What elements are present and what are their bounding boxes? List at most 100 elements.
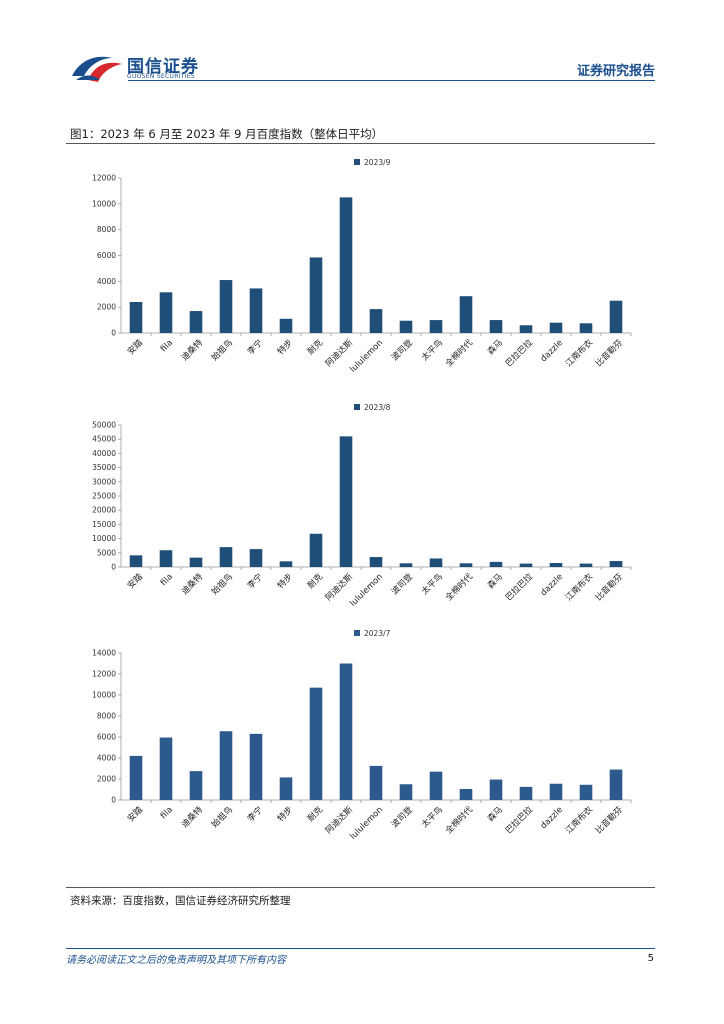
category-label: fila: [159, 805, 175, 821]
bar: [339, 436, 353, 567]
category-label: 耐克: [305, 337, 325, 357]
y-tick-label: 0: [111, 563, 116, 572]
bar: [549, 563, 563, 567]
y-tick-label: 45000: [92, 435, 116, 444]
bar: [279, 777, 293, 800]
bar: [429, 771, 443, 800]
bar: [549, 322, 563, 333]
category-label: 始祖鸟: [209, 804, 235, 830]
y-tick-label: 2000: [97, 775, 116, 784]
category-label: 全棉时代: [443, 571, 475, 603]
bar: [609, 769, 623, 800]
y-tick-label: 35000: [92, 463, 116, 472]
category-label: 全棉时代: [443, 337, 475, 369]
y-tick-label: 14000: [92, 649, 116, 658]
y-tick-label: 4000: [97, 277, 116, 286]
bar-chart-2023-8: 0 5000 10000 15000 20000 25000 30000 35000 40000…: [66, 395, 656, 620]
y-tick-label: 10000: [92, 691, 116, 700]
legend-swatch: [354, 404, 360, 410]
category-label: 森马: [485, 337, 505, 357]
figure-source: 资料来源：百度指数，国信证券经济研究所整理: [70, 895, 291, 907]
category-label: 全棉时代: [443, 804, 475, 836]
bar: [159, 737, 173, 800]
y-tick-label: 20000: [92, 506, 116, 515]
category-label: 特步: [275, 804, 295, 824]
category-label: fila: [159, 338, 175, 354]
bar-chart-2023-7: 0 2000 4000 6000 8000 10000 12000 14000 2023/7 安踏…: [66, 623, 656, 881]
legend-swatch: [354, 159, 360, 165]
figure-top-rule: [66, 143, 655, 144]
bar-chart-2023-9: 0 2000 4000 6000 8000 10000 12000 2023/9 安踏 fila 迪…: [66, 150, 656, 380]
footer-disclaimer: 请务必阅读正文之后的免责声明及其项下所有内容: [66, 955, 286, 966]
y-tick-label: 8000: [97, 225, 116, 234]
category-label: fila: [159, 572, 175, 588]
bar: [459, 788, 473, 800]
bar: [459, 296, 473, 333]
bar: [129, 755, 143, 800]
bar: [429, 558, 443, 567]
y-tick-label: 25000: [92, 492, 116, 501]
category-label: 李宁: [245, 571, 265, 591]
bar: [609, 561, 623, 567]
bar: [609, 300, 623, 333]
y-tick-label: 4000: [97, 754, 116, 763]
category-label: 比音勒芬: [593, 337, 625, 369]
category-label: 巴拉巴拉: [503, 804, 535, 836]
bar: [579, 563, 593, 567]
category-label: 巴拉巴拉: [503, 337, 535, 369]
y-tick-label: 40000: [92, 449, 116, 458]
category-label: 江南布衣: [563, 571, 595, 603]
header-divider: [128, 80, 655, 81]
category-label: lululemon: [348, 572, 385, 609]
bar: [249, 549, 263, 567]
bar: [309, 533, 323, 567]
category-label: dazzle: [539, 805, 565, 831]
category-label: dazzle: [539, 572, 565, 598]
y-tick-label: 8000: [97, 712, 116, 721]
category-label: dazzle: [539, 338, 565, 364]
category-label: 安踏: [125, 804, 145, 824]
chart-svg: 0 5000 10000 15000 20000 25000 30000 35000 40000…: [92, 403, 632, 609]
y-tick-label: 0: [111, 796, 116, 805]
category-label: 波司登: [389, 804, 415, 830]
bar: [369, 557, 383, 567]
category-label: 比音勒芬: [593, 804, 625, 836]
bar: [219, 280, 233, 333]
bar: [519, 563, 533, 567]
bar: [339, 663, 353, 800]
bar: [189, 557, 203, 567]
legend-label: 2023/8: [364, 403, 391, 412]
category-label: 始祖鸟: [209, 337, 235, 363]
bar: [189, 311, 203, 333]
bar: [429, 320, 443, 333]
legend-label: 2023/9: [364, 158, 391, 167]
category-label: 安踏: [125, 571, 145, 591]
category-label: 特步: [275, 571, 295, 591]
y-tick-label: 2000: [97, 303, 116, 312]
y-tick-label: 15000: [92, 520, 116, 529]
y-tick-label: 12000: [92, 670, 116, 679]
y-tick-label: 0: [111, 329, 116, 338]
y-tick-label: 6000: [97, 251, 116, 260]
category-label: 迪桑特: [179, 337, 205, 363]
bar: [459, 563, 473, 567]
bar: [189, 771, 203, 800]
bar: [249, 733, 263, 800]
y-tick-label: 6000: [97, 733, 116, 742]
category-label: 李宁: [245, 804, 265, 824]
bar: [519, 786, 533, 800]
figure-bottom-rule: [66, 887, 655, 888]
bar: [309, 687, 323, 800]
y-tick-label: 30000: [92, 477, 116, 486]
y-tick-label: 12000: [92, 174, 116, 183]
report-type-label: 证券研究报告: [576, 64, 655, 79]
category-label: 江南布衣: [563, 337, 595, 369]
bar: [579, 784, 593, 800]
category-label: 波司登: [389, 571, 415, 597]
bar: [279, 561, 293, 567]
legend-label: 2023/7: [364, 629, 391, 638]
bar: [309, 257, 323, 333]
y-tick-label: 5000: [97, 548, 116, 557]
category-label: 森马: [485, 571, 505, 591]
category-label: lululemon: [348, 338, 385, 375]
